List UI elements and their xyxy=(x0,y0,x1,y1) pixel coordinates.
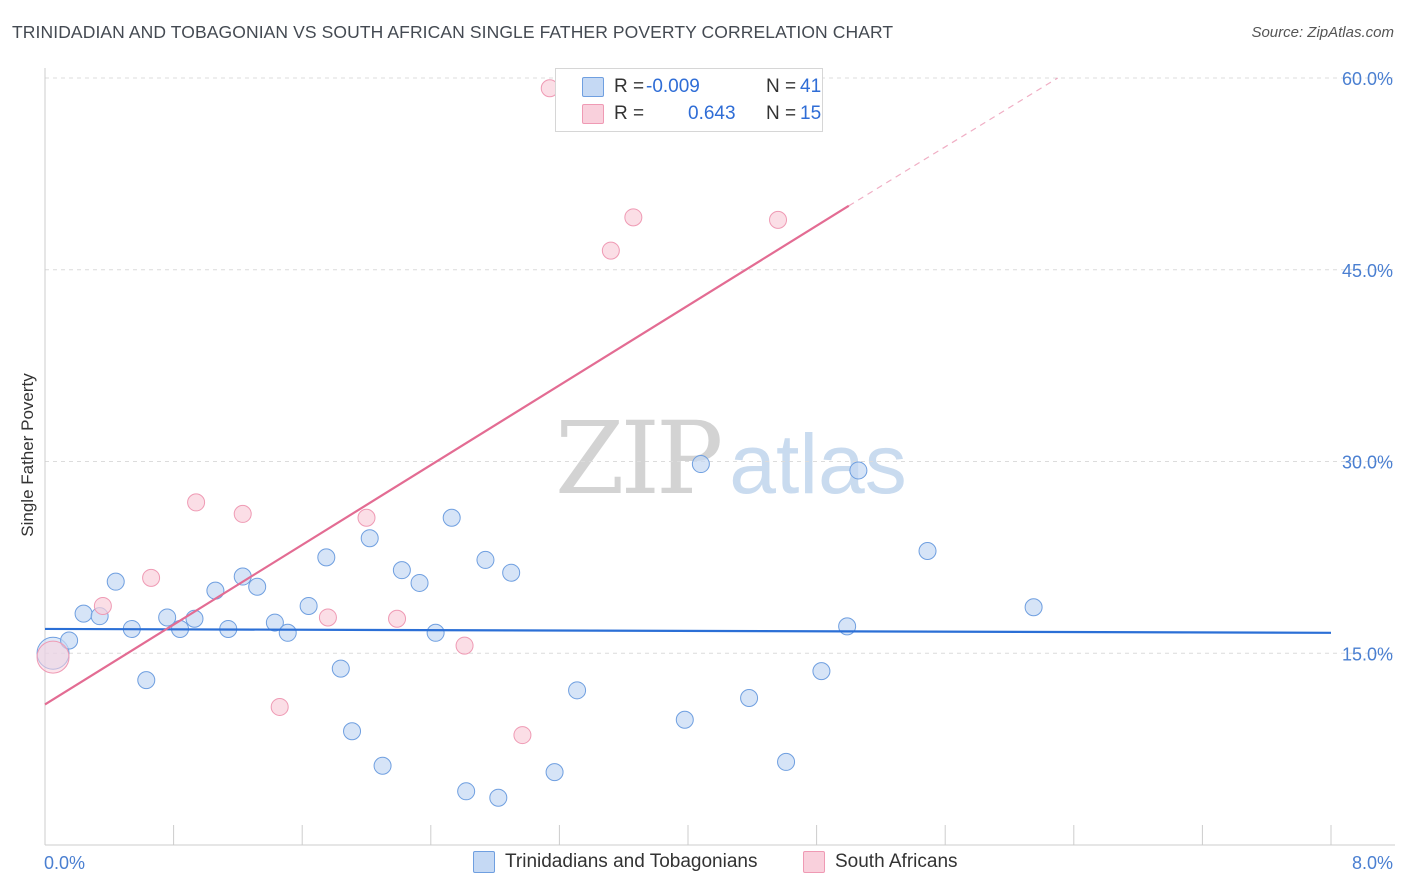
point-trinidadian xyxy=(299,596,318,615)
point-trinidadian xyxy=(137,671,156,690)
correlation-legend: R = -0.009 N = 41 R = 0.643 N = 15 xyxy=(555,68,823,132)
trendline-trinidadian xyxy=(44,627,1332,634)
x-tick-label: 0.0% xyxy=(44,853,85,873)
point-trinidadian xyxy=(158,608,177,627)
legend-swatch-trinidadian xyxy=(473,851,495,873)
point-south-african xyxy=(36,640,70,674)
legend-r-label: R = xyxy=(614,76,645,97)
point-trinidadian xyxy=(317,548,336,567)
point-south-african xyxy=(270,697,289,716)
legend-n-label: N = xyxy=(766,76,797,97)
point-trinidadian xyxy=(849,461,868,480)
trendline-south-african-extension xyxy=(848,77,1059,207)
point-trinidadian xyxy=(691,455,710,474)
point-south-african xyxy=(187,493,206,512)
legend-label-south-african: South Africans xyxy=(835,851,958,872)
legend-r-label: R = xyxy=(614,103,645,124)
y-tick-label: 30.0% xyxy=(1342,453,1393,473)
point-south-african xyxy=(318,608,337,627)
point-trinidadian xyxy=(476,550,495,569)
point-trinidadian xyxy=(442,508,461,527)
point-trinidadian xyxy=(60,631,79,650)
point-south-african xyxy=(233,504,252,523)
point-trinidadian xyxy=(265,613,284,632)
point-trinidadian xyxy=(343,722,362,741)
point-trinidadian xyxy=(331,659,350,678)
trendline-south-african xyxy=(44,204,850,706)
x-tick-label: 8.0% xyxy=(1352,853,1393,873)
y-tick-label: 15.0% xyxy=(1342,644,1393,664)
point-south-african xyxy=(388,609,407,628)
legend-swatch-south-african xyxy=(582,104,604,124)
point-trinidadian xyxy=(360,529,379,548)
legend-swatch-south-african xyxy=(803,851,825,873)
point-trinidadian xyxy=(568,681,587,700)
watermark-atlas: atlas xyxy=(729,417,907,511)
point-trinidadian xyxy=(777,752,796,771)
legend-swatch-trinidadian xyxy=(582,77,604,97)
legend-r-value-trinidadian: -0.009 xyxy=(646,76,700,97)
point-south-african xyxy=(769,210,788,229)
point-trinidadian xyxy=(918,541,937,560)
point-south-african xyxy=(93,596,112,615)
point-trinidadian xyxy=(812,662,831,681)
series-legend: Trinidadians and Tobagonians South Afric… xyxy=(0,851,1406,877)
point-south-african xyxy=(357,508,376,527)
legend-item-trinidadian: Trinidadians and Tobagonians xyxy=(473,851,757,873)
point-trinidadian xyxy=(1024,598,1043,617)
legend-n-value-trinidadian: 41 xyxy=(800,76,822,97)
point-trinidadian xyxy=(392,561,411,580)
y-tick-label: 60.0% xyxy=(1342,69,1393,89)
point-trinidadian xyxy=(373,756,392,775)
point-south-african xyxy=(142,568,161,587)
point-south-african xyxy=(601,241,620,260)
point-south-african xyxy=(513,726,532,745)
point-trinidadian xyxy=(426,623,445,642)
point-trinidadian xyxy=(457,782,476,801)
y-tick-label: 45.0% xyxy=(1342,261,1393,281)
point-south-african xyxy=(624,208,643,227)
chart-title: TRINIDADIAN AND TOBAGONIAN VS SOUTH AFRI… xyxy=(12,22,894,42)
legend-n-value-south-african: 15 xyxy=(800,103,822,124)
point-trinidadian xyxy=(74,604,93,623)
point-trinidadian xyxy=(545,763,564,782)
point-south-african xyxy=(455,636,474,655)
point-trinidadian xyxy=(206,581,225,600)
source-label: Source: ZipAtlas.com xyxy=(1251,24,1394,41)
point-trinidadian xyxy=(248,577,267,596)
point-trinidadian xyxy=(502,563,521,582)
legend-item-south-african: South Africans xyxy=(803,851,958,873)
legend-r-value-south-african: 0.643 xyxy=(688,103,736,124)
point-trinidadian xyxy=(106,572,125,591)
legend-n-label: N = xyxy=(766,103,797,124)
point-trinidadian xyxy=(740,688,759,707)
point-trinidadian xyxy=(410,573,429,592)
point-trinidadian xyxy=(675,710,694,729)
point-trinidadian xyxy=(489,788,508,807)
watermark: ZIP atlas xyxy=(555,400,907,517)
legend-label-trinidadian: Trinidadians and Tobagonians xyxy=(505,851,758,872)
point-trinidadian xyxy=(278,623,297,642)
